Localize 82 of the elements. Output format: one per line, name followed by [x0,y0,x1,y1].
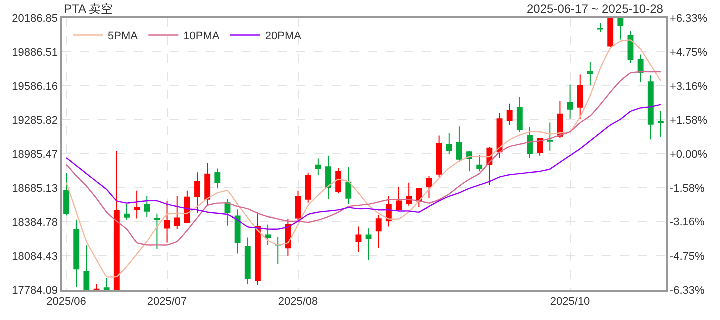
candlestick [537,137,544,156]
y-tick-label: 18685.13 [12,182,58,195]
candlestick [426,176,432,199]
y2-tick-label: -4.75% [670,250,706,263]
candlestick [346,166,352,205]
y2-tick-label: +0.00% [670,148,708,161]
candlestick [184,190,190,224]
y-tick-label: 18384.78 [12,216,58,229]
candlestick [608,18,614,49]
candlestick [446,132,452,156]
candlestick [547,122,554,152]
candlestick [638,54,644,83]
candlestick [74,219,80,288]
candlestick [194,172,200,214]
candlestick [658,110,664,138]
candlestick [396,186,402,210]
x-tick-label: 2025/08 [278,296,318,308]
candlestick [436,135,442,178]
legend-label: 10PMA [184,30,220,43]
legend-label: 5PMA [108,30,139,43]
chart-subtitle: 2025-06-17 ~ 2025-10-28 [527,2,664,16]
candlestick [557,100,564,138]
candlestick [587,62,594,86]
y-tick-label: 19586.16 [12,80,58,93]
candlestick [144,196,150,218]
candlestick [527,127,533,159]
candlestick [64,173,70,216]
candlestick [164,200,170,244]
candlestick [577,74,584,120]
candlestick [315,158,322,176]
candlestick [84,245,90,290]
y2-tick-label: +3.16% [670,80,708,93]
candlestick [244,237,251,285]
candlestick [265,224,271,246]
candlestick [214,168,221,190]
candlestick [154,213,160,250]
candlestick [366,228,372,261]
candlestick [356,226,362,252]
candlestick [648,75,654,140]
candlestick [305,172,312,204]
candlestick [114,150,120,290]
y2-tick-label: -3.16% [670,216,706,229]
line-series [66,40,662,278]
candlestick [295,190,302,222]
x-tick-label: 2025/10 [550,296,590,308]
candlestick [104,278,110,290]
y-tick-label: 20186.85 [12,12,58,25]
candlestick [506,103,513,126]
candlestick [275,236,282,265]
candlestick [406,182,412,206]
line-series [66,104,662,230]
x-tick-label: 2025/07 [147,296,188,308]
candlestick [174,196,180,230]
y2-tick-label: +6.33% [670,12,708,25]
y2-tick-label: +1.58% [670,114,708,127]
candlestick [456,126,462,163]
candlestick [516,96,523,132]
chart-title: PTA 卖空 [64,2,114,16]
y2-tick-label: -6.33% [670,284,706,297]
y-tick-label: 17784.09 [12,284,58,297]
y2-tick-label: +4.75% [670,46,708,59]
candlestick [254,212,261,286]
candlestick [326,155,332,200]
candlestick [476,154,483,172]
candlestick [376,214,382,249]
candlestick [134,190,140,220]
legend-label: 20PMA [265,30,302,43]
y-tick-label: 18985.47 [12,148,58,161]
y-tick-label: 19886.51 [12,46,58,59]
candlestick [336,168,342,194]
line-series [66,71,662,246]
y-tick-label: 19285.82 [12,114,58,127]
candlestick [567,84,574,120]
y-tick-label: 18084.43 [12,250,58,263]
candlestick [204,162,211,206]
candlestick [598,22,604,33]
candlestick [224,198,231,226]
x-tick-label: 2025/06 [46,296,86,308]
candlestick [124,204,130,220]
candlestick [618,18,624,40]
y2-tick-label: -1.58% [670,182,706,195]
candlestick [234,209,241,254]
